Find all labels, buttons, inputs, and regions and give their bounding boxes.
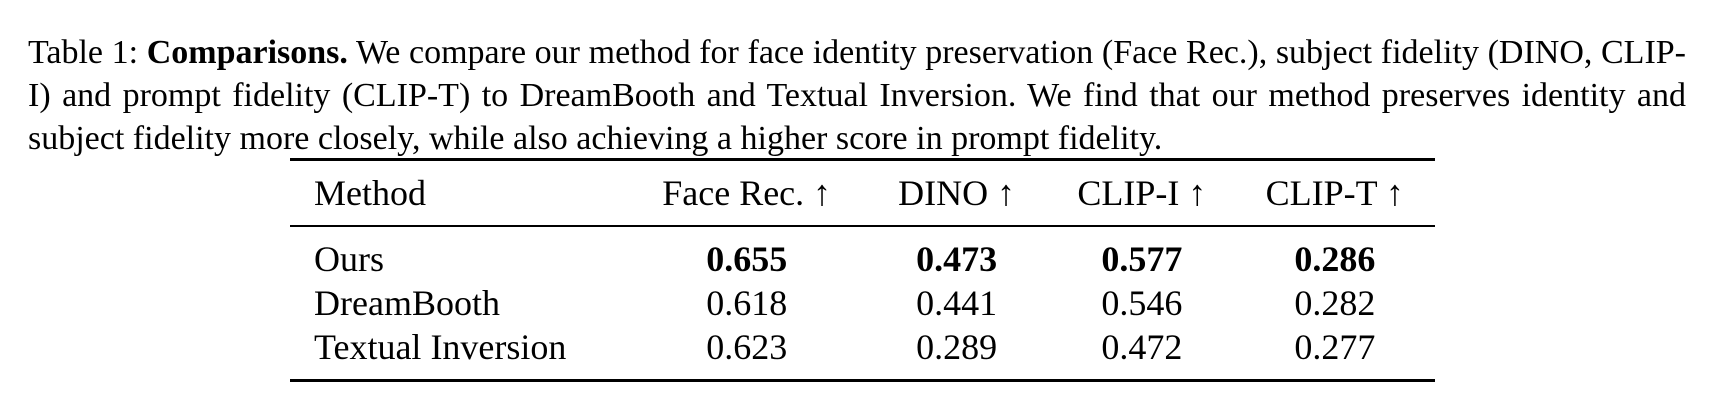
- face-rec-cell: 0.655: [706, 239, 788, 279]
- clip-t-cell: 0.282: [1294, 283, 1376, 323]
- face-rec-cell: 0.618: [706, 283, 788, 323]
- clip-i-cell: 0.472: [1101, 327, 1183, 367]
- dino-cell: 0.441: [916, 283, 998, 323]
- table-row: DreamBooth 0.618 0.441 0.546 0.282: [290, 281, 1435, 325]
- method-cell: DreamBooth: [314, 283, 500, 323]
- table-row: Ours 0.655 0.473 0.577 0.286: [290, 226, 1435, 281]
- header-dino: DINO ↑: [898, 173, 1016, 213]
- dino-cell: 0.289: [916, 327, 998, 367]
- caption-title: Comparisons.: [146, 34, 348, 71]
- dino-cell: 0.473: [916, 239, 998, 279]
- results-table: Method Face Rec. ↑ DINO ↑ CLIP-I ↑ CLIP-…: [290, 158, 1435, 382]
- caption-text: We compare our method for face identity …: [28, 34, 1686, 157]
- caption-label: Table 1:: [28, 34, 139, 71]
- header-row: Method Face Rec. ↑ DINO ↑ CLIP-I ↑ CLIP-…: [290, 159, 1435, 226]
- header-face-rec: Face Rec. ↑: [662, 173, 832, 213]
- table-caption: Table 1: Comparisons. We compare our met…: [28, 31, 1686, 160]
- clip-t-cell: 0.286: [1294, 239, 1376, 279]
- header-clip-t: CLIP-T ↑: [1265, 173, 1405, 213]
- clip-i-cell: 0.546: [1101, 283, 1183, 323]
- table-row: Textual Inversion 0.623 0.289 0.472 0.27…: [290, 325, 1435, 381]
- method-cell: Textual Inversion: [314, 327, 567, 367]
- clip-i-cell: 0.577: [1101, 239, 1183, 279]
- face-rec-cell: 0.623: [706, 327, 788, 367]
- header-clip-i: CLIP-I ↑: [1077, 173, 1207, 213]
- clip-t-cell: 0.277: [1294, 327, 1376, 367]
- method-cell: Ours: [314, 239, 384, 279]
- header-method: Method: [314, 173, 426, 213]
